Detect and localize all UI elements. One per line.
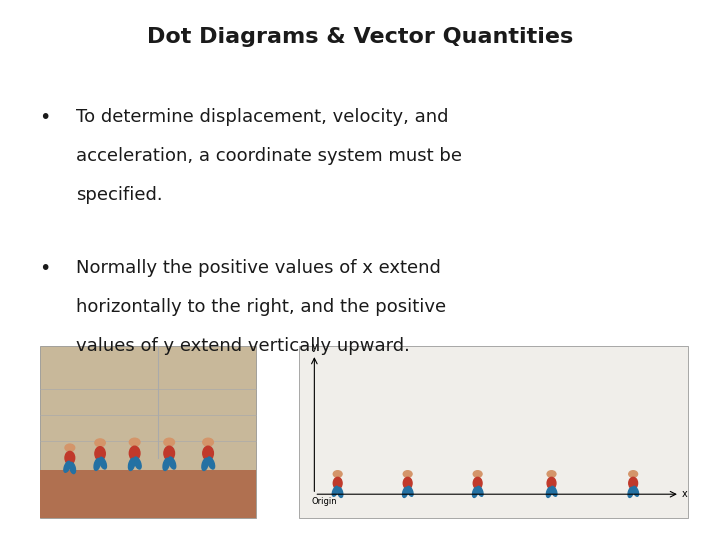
Ellipse shape: [338, 487, 343, 497]
Ellipse shape: [403, 477, 412, 489]
Circle shape: [95, 439, 105, 447]
Ellipse shape: [477, 487, 483, 496]
Text: Origin: Origin: [312, 497, 337, 506]
Text: x: x: [682, 489, 688, 499]
Circle shape: [203, 438, 213, 446]
Text: y: y: [312, 341, 318, 352]
Ellipse shape: [128, 458, 135, 470]
Ellipse shape: [551, 487, 557, 496]
Ellipse shape: [332, 487, 338, 496]
Ellipse shape: [628, 487, 634, 497]
Ellipse shape: [94, 458, 100, 470]
Ellipse shape: [164, 446, 174, 461]
Text: •: •: [40, 259, 51, 278]
Text: horizontally to the right, and the positive: horizontally to the right, and the posit…: [76, 298, 446, 316]
Text: To determine displacement, velocity, and: To determine displacement, velocity, and: [76, 108, 448, 126]
Bar: [40, 346, 256, 518]
Ellipse shape: [629, 477, 638, 489]
Text: values of y extend vertically upward.: values of y extend vertically upward.: [76, 337, 410, 355]
Ellipse shape: [99, 457, 107, 469]
Circle shape: [333, 471, 342, 477]
Ellipse shape: [407, 487, 413, 496]
Ellipse shape: [130, 446, 140, 461]
Ellipse shape: [65, 451, 75, 464]
Circle shape: [547, 471, 556, 477]
Ellipse shape: [333, 477, 342, 489]
Text: Dot Diagrams & Vector Quantities: Dot Diagrams & Vector Quantities: [147, 27, 573, 47]
Ellipse shape: [547, 477, 556, 489]
Circle shape: [65, 444, 75, 451]
Bar: [299, 346, 688, 518]
Ellipse shape: [95, 447, 105, 461]
Ellipse shape: [546, 487, 552, 497]
Circle shape: [403, 471, 412, 477]
Circle shape: [130, 438, 140, 446]
Bar: [40, 470, 256, 518]
Ellipse shape: [168, 457, 176, 469]
Ellipse shape: [207, 457, 215, 469]
Ellipse shape: [402, 487, 408, 497]
Circle shape: [629, 471, 638, 477]
Ellipse shape: [134, 457, 141, 469]
Circle shape: [164, 438, 174, 446]
Ellipse shape: [202, 458, 208, 470]
Text: acceleration, a coordinate system must be: acceleration, a coordinate system must b…: [76, 147, 462, 165]
Ellipse shape: [472, 487, 478, 497]
Ellipse shape: [203, 446, 213, 461]
Text: Normally the positive values of x extend: Normally the positive values of x extend: [76, 259, 441, 277]
Ellipse shape: [64, 461, 71, 472]
Text: •: •: [40, 108, 51, 127]
Text: specified.: specified.: [76, 186, 162, 204]
Ellipse shape: [473, 477, 482, 489]
Circle shape: [473, 471, 482, 477]
Ellipse shape: [70, 462, 76, 474]
Ellipse shape: [633, 487, 639, 496]
Ellipse shape: [163, 458, 169, 470]
